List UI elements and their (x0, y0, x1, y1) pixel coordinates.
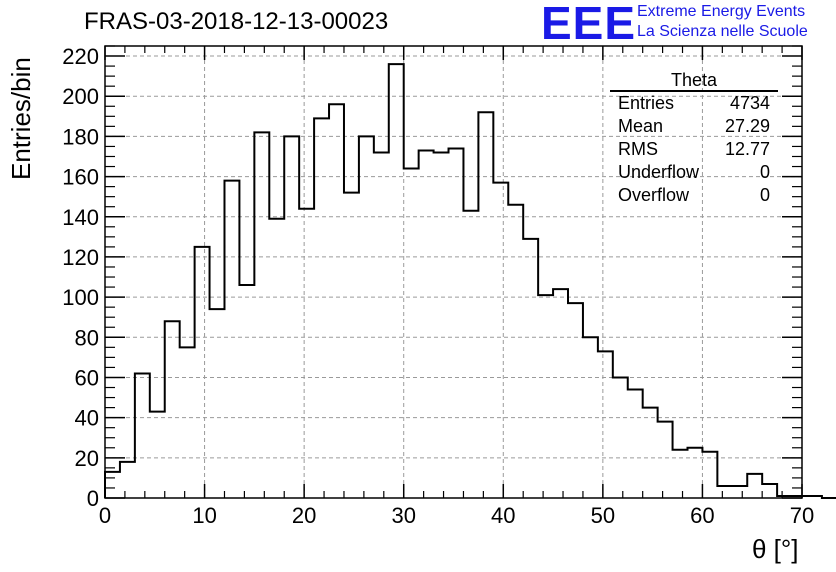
histogram-bin (224, 181, 239, 498)
grid (105, 46, 802, 498)
y-tick-label: 40 (75, 406, 99, 431)
y-tick-label: 180 (62, 124, 99, 149)
histogram-bin (150, 412, 165, 498)
histogram-bin (717, 486, 732, 498)
logo-line-2: La Scienza nelle Scuole (637, 23, 808, 40)
x-tick-label: 40 (491, 503, 515, 528)
histogram-bin (299, 209, 314, 498)
histogram-bin (493, 183, 508, 498)
stats-row: Mean 27.29 (610, 115, 778, 138)
histogram-bin (165, 321, 180, 498)
logo-caption: Extreme Energy Events La Scienza nelle S… (637, 2, 808, 42)
y-tick-label: 140 (62, 205, 99, 230)
stats-label: RMS (618, 139, 658, 159)
y-tick-label: 0 (87, 486, 99, 511)
histogram-bin (508, 205, 523, 498)
x-tick-label: 10 (192, 503, 216, 528)
histogram-bin (434, 152, 449, 498)
histogram-bin (419, 150, 434, 498)
eee-logo: EEE (541, 0, 637, 49)
stats-value: 12.77 (724, 139, 770, 159)
chart-title: FRAS-03-2018-12-13-00023 (84, 8, 389, 35)
x-tick-label: 20 (292, 503, 316, 528)
axis-ticks (104, 45, 803, 499)
histogram-bin (120, 462, 135, 498)
stats-row: RMS 12.77 (610, 138, 778, 161)
stats-label: Mean (618, 116, 664, 136)
stats-value: 0 (759, 185, 770, 205)
y-tick-label: 160 (62, 165, 99, 190)
stats-row: Entries 4734 (610, 92, 778, 115)
histogram-bin (389, 64, 404, 498)
histogram-bin (284, 136, 299, 498)
histogram-outline (104, 63, 836, 499)
y-tick-label: 80 (75, 325, 99, 350)
stats-label: Overflow (618, 185, 690, 205)
histogram-bin (687, 448, 702, 498)
histogram-bin (254, 132, 269, 498)
x-tick-label: 70 (790, 503, 814, 528)
logo-line-1: Extreme Energy Events (637, 3, 806, 20)
histogram-bin (628, 390, 643, 498)
x-tick-label: 50 (591, 503, 615, 528)
y-axis-label: Entries/bin (6, 57, 36, 180)
stats-value: 0 (759, 162, 770, 182)
histogram-bin (478, 112, 493, 498)
x-axis-label: θ [°] (752, 534, 799, 564)
stats-row: Overflow 0 (610, 184, 778, 207)
y-tick-label: 120 (62, 245, 99, 270)
stats-title: Theta (610, 70, 778, 92)
histogram-bin (105, 472, 120, 498)
histogram-bin (658, 422, 673, 498)
x-tick-labels: 0 10 20 30 40 50 60 70 (99, 503, 814, 528)
histogram-bin (732, 486, 747, 498)
y-tick-label: 20 (75, 446, 99, 471)
histogram-bin (538, 295, 553, 498)
histogram-bin (239, 285, 254, 498)
x-tick-label: 0 (99, 503, 111, 528)
stats-label: Entries (618, 93, 675, 113)
histogram-bin (449, 148, 464, 498)
histogram-bin (463, 211, 478, 498)
histogram-bin (195, 247, 210, 498)
y-tick-label: 60 (75, 365, 99, 390)
y-tick-label: 200 (62, 84, 99, 109)
histogram-bin (135, 373, 150, 498)
histogram-bin (568, 303, 583, 498)
stats-value: 4734 (729, 93, 770, 113)
histogram-bin (553, 289, 568, 498)
histogram-bin (269, 219, 284, 498)
histogram-bin (598, 351, 613, 498)
stats-rows: Entries 4734 Mean 27.29 RMS 12.77 Underflow 0 Ov… (610, 92, 778, 207)
x-tick-label: 60 (690, 503, 714, 528)
histogram-bin (702, 452, 717, 498)
histogram-bin (404, 169, 419, 498)
y-tick-labels: 0 20 40 60 80 100 120 140 160 180 200 220 (62, 44, 99, 511)
plot-frame (104, 45, 803, 499)
y-tick-label: 100 (62, 285, 99, 310)
histogram-bin (673, 450, 688, 498)
histogram-bin (180, 347, 195, 498)
x-tick-label: 30 (391, 503, 415, 528)
histogram-bin (344, 193, 359, 498)
stats-row: Underflow 0 (610, 161, 778, 184)
histogram-bin (762, 484, 777, 498)
histogram-bin (314, 118, 329, 498)
histogram-bin (374, 152, 389, 498)
histogram-bin (643, 408, 658, 498)
histogram-bin (359, 136, 374, 498)
stats-value: 27.29 (724, 116, 770, 136)
y-tick-label: 220 (62, 44, 99, 69)
stats-box: Theta Entries 4734 Mean 27.29 RMS 12.77 Underf… (610, 70, 778, 207)
histogram-bin (747, 474, 762, 498)
histogram-bin (523, 239, 538, 498)
histogram-bin (329, 104, 344, 498)
histogram-bin (613, 377, 628, 498)
stats-label: Underflow (618, 162, 700, 182)
